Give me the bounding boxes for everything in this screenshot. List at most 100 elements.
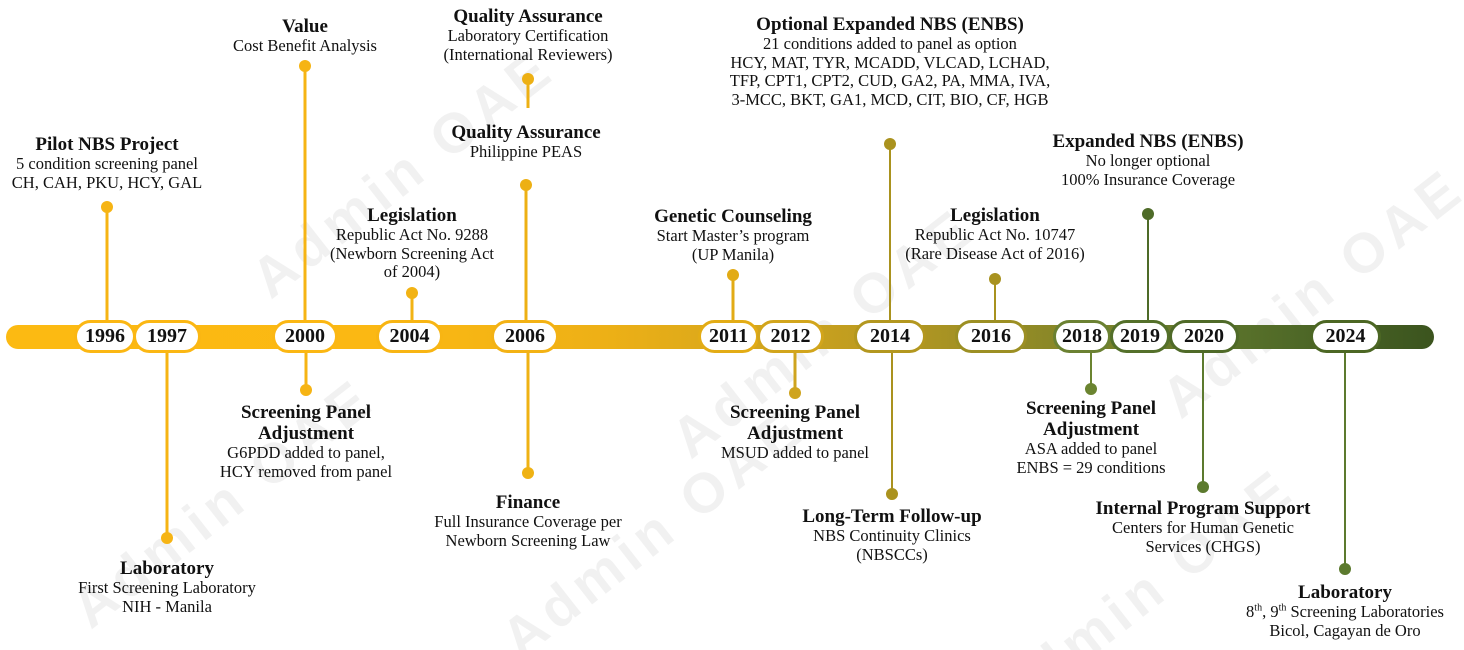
connector-line [410, 293, 414, 324]
event-detail: TFP, CPT1, CPT2, CUD, GA2, PA, MMA, IVA, [729, 71, 1051, 90]
connector-line [304, 350, 308, 390]
event-title: Quality Assurance [451, 122, 601, 143]
event-laboratory-2024: Laboratory 8th, 9th Screening Laboratori… [1246, 582, 1444, 640]
event-internal-program-support: Internal Program Support Centers for Hum… [1096, 498, 1311, 556]
connector-line [526, 79, 530, 108]
event-expanded-nbs: Expanded NBS (ENBS) No longer optional 1… [1052, 131, 1243, 189]
connector-dot [1085, 383, 1097, 395]
connector-line [303, 66, 307, 324]
event-detail: ENBS = 29 conditions [1016, 457, 1166, 477]
year-label: 2018 [1062, 325, 1102, 347]
connector-dot [299, 60, 311, 72]
event-legislation-ra-10747: Legislation Republic Act No. 10747 (Rare… [905, 205, 1085, 263]
event-detail: HCY, MAT, TYR, MCADD, VLCAD, LCHAD, [730, 52, 1050, 72]
event-detail: ASA added to panel [1024, 439, 1158, 458]
event-detail: (NBSCCs) [856, 544, 928, 564]
connector-dot [1142, 208, 1154, 220]
year-label: 2019 [1120, 325, 1160, 347]
connector-line [1147, 214, 1149, 324]
connector-dot [520, 179, 532, 191]
connector-line [889, 144, 891, 324]
connector-line [994, 279, 996, 324]
connector-line [731, 275, 735, 324]
year-pill-2012: 2012 [757, 320, 824, 353]
event-detail: Republic Act No. 9288 [335, 225, 489, 244]
event-detail: MSUD added to panel [720, 443, 870, 462]
event-detail: (UP Manila) [691, 244, 775, 264]
event-quality-assurance-certification: Quality Assurance Laboratory Certificati… [443, 6, 612, 64]
event-title: Value [282, 16, 328, 37]
event-finance: Finance Full Insurance Coverage per Newb… [434, 492, 621, 550]
year-pill-2016: 2016 [955, 320, 1027, 353]
event-detail: NBS Continuity Clinics [813, 526, 971, 545]
event-title: Genetic Counseling [654, 206, 812, 227]
event-pilot-nbs-project: Pilot NBS Project 5 condition screening … [12, 134, 202, 192]
event-detail: Start Master’s program [656, 226, 810, 245]
connector-dot [886, 488, 898, 500]
event-detail: 3-MCC, BKT, GA1, MCD, CIT, BIO, CF, HGB [731, 89, 1049, 109]
event-detail: Newborn Screening Law [445, 530, 611, 550]
event-title: Laboratory [120, 558, 214, 579]
year-label: 2004 [389, 325, 430, 347]
year-label: 2020 [1184, 325, 1224, 347]
event-optional-expanded-nbs: Optional Expanded NBS (ENBS) 21 conditio… [730, 14, 1050, 109]
event-title: Screening Panel Adjustment [240, 402, 371, 444]
connector-dot [101, 201, 113, 213]
connector-dot [522, 467, 534, 479]
connector-line [165, 350, 169, 538]
year-label: 1997 [147, 325, 187, 347]
connector-dot [727, 269, 739, 281]
event-title: Long-Term Follow-up [802, 506, 982, 527]
year-pill-1996: 1996 [74, 320, 136, 353]
connector-line [1090, 350, 1092, 389]
event-detail: (Newborn Screening Act [329, 243, 495, 263]
event-title: Legislation [367, 205, 457, 226]
year-pill-1997: 1997 [133, 320, 201, 353]
event-value: Value Cost Benefit Analysis [233, 16, 377, 56]
event-detail: Services (CHGS) [1145, 536, 1261, 556]
event-title: Screening Panel Adjustment [729, 402, 860, 444]
connector-dot [406, 287, 418, 299]
year-label: 2006 [505, 325, 545, 347]
event-detail: CH, CAH, PKU, HCY, GAL [11, 172, 203, 192]
event-detail: (International Reviewers) [443, 44, 613, 64]
event-detail: HCY removed from panel [219, 461, 393, 481]
event-long-term-follow-up: Long-Term Follow-up NBS Continuity Clini… [802, 506, 981, 564]
year-pill-2000: 2000 [272, 320, 338, 353]
event-detail: Philippine PEAS [469, 142, 583, 161]
event-screening-panel-adjustment-2000: Screening Panel Adjustment G6PDD added t… [220, 402, 392, 481]
event-title: Optional Expanded NBS (ENBS) [756, 14, 1024, 35]
connector-line [1202, 350, 1204, 487]
event-detail: Full Insurance Coverage per [434, 512, 622, 531]
year-pill-2020: 2020 [1169, 320, 1239, 353]
year-label: 2014 [870, 325, 910, 347]
event-detail: G6PDD added to panel, [227, 443, 385, 462]
year-label: 2011 [709, 325, 748, 347]
connector-dot [300, 384, 312, 396]
event-title: Legislation [950, 205, 1040, 226]
connector-line [524, 185, 528, 324]
event-detail: 5 condition screening panel [16, 154, 198, 173]
year-pill-2006: 2006 [491, 320, 559, 353]
year-pill-2004: 2004 [376, 320, 443, 353]
event-detail: Laboratory Certification [447, 26, 609, 45]
connector-line [793, 350, 797, 393]
year-label: 2000 [285, 325, 325, 347]
event-title: Quality Assurance [453, 6, 603, 27]
year-label: 2016 [971, 325, 1011, 347]
event-screening-panel-adjustment-2012: Screening Panel Adjustment MSUD added to… [710, 402, 880, 463]
event-detail: First Screening Laboratory [78, 578, 256, 597]
event-title: Expanded NBS (ENBS) [1052, 131, 1244, 152]
event-title: Screening Panel Adjustment [1025, 398, 1156, 440]
event-detail: No longer optional [1085, 151, 1211, 170]
connector-dot [1197, 481, 1209, 493]
event-title: Laboratory [1298, 582, 1392, 603]
event-detail: NIH - Manila [122, 596, 212, 616]
year-label: 1996 [85, 325, 125, 347]
event-title: Pilot NBS Project [35, 134, 179, 155]
event-laboratory-first: Laboratory First Screening Laboratory NI… [78, 558, 256, 616]
event-detail: Centers for Human Genetic [1112, 518, 1294, 537]
connector-dot [1339, 563, 1351, 575]
connector-dot [884, 138, 896, 150]
